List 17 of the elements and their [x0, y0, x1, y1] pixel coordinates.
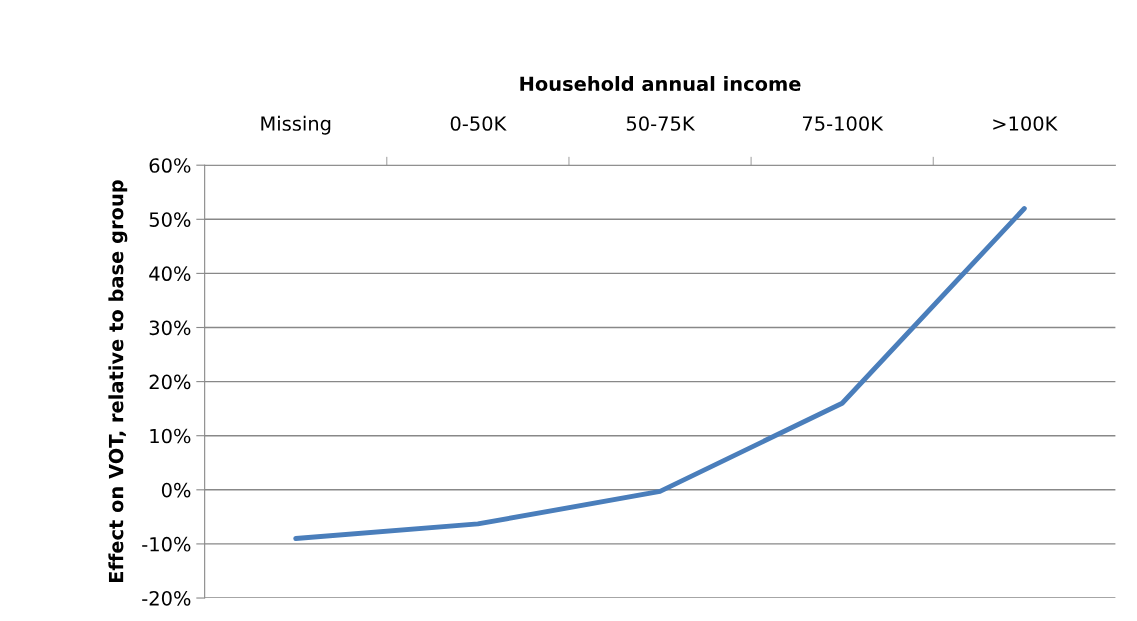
y-tick-label: 60% — [149, 158, 191, 173]
x-tick-label: 75-100K — [802, 116, 884, 131]
y-tick-label: 50% — [149, 212, 191, 227]
y-tick-label: 0% — [161, 482, 191, 498]
y-tick-label: 20% — [149, 374, 191, 390]
y-axis-title: Effect on VOT, relative to base group — [108, 180, 128, 583]
y-tick-label: -20% — [142, 590, 191, 606]
x-axis-title: Household annual income — [520, 76, 801, 92]
line-series — [293, 206, 1027, 541]
y-tick-label: 30% — [149, 320, 191, 336]
y-tick-label: 40% — [149, 266, 191, 282]
x-tick-label: Missing — [261, 115, 331, 135]
x-tick-label: >100K — [993, 116, 1058, 131]
y-tick-label: -10% — [142, 536, 191, 552]
x-tick-label: 0-50K — [450, 116, 507, 131]
y-tick-label: 10% — [150, 428, 191, 444]
x-tick-label: 50-75K — [626, 116, 696, 131]
